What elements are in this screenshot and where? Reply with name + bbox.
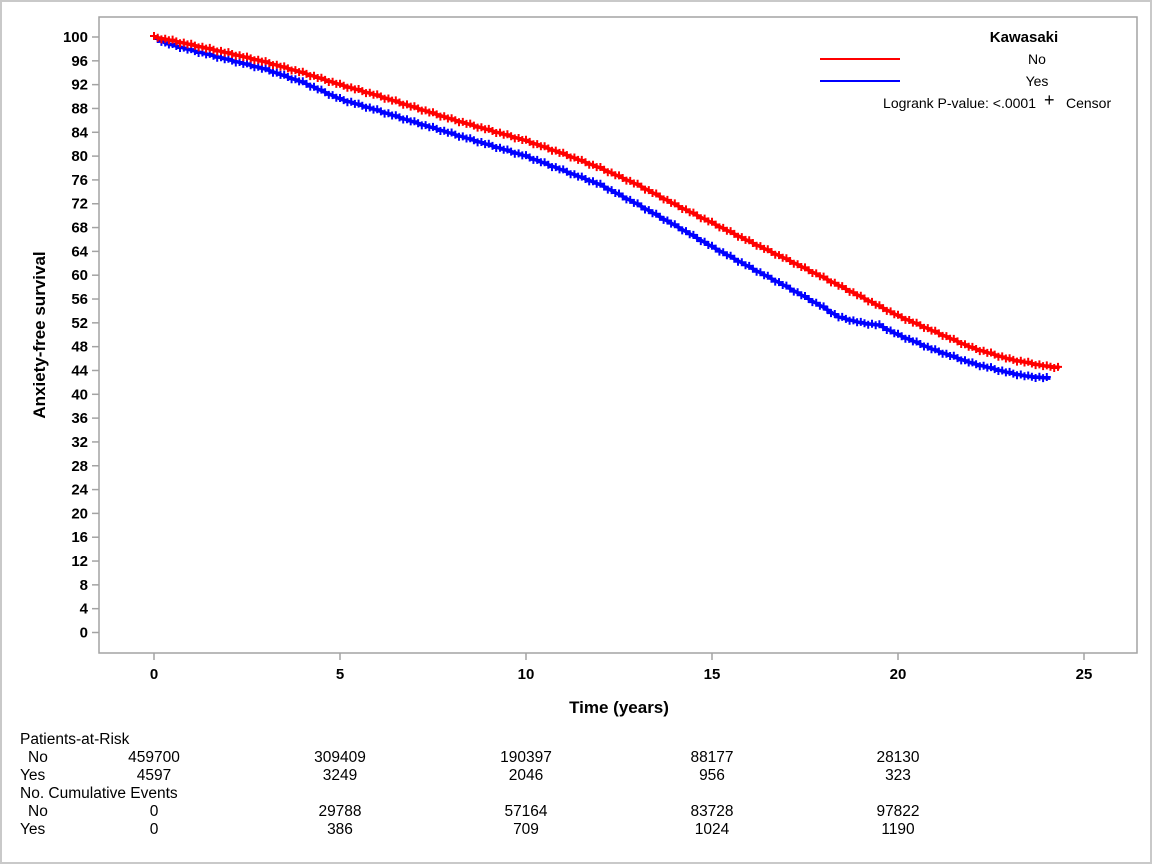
y-tick-label: 0 xyxy=(80,625,88,642)
y-tick-label: 76 xyxy=(71,172,88,189)
y-tick-label: 12 xyxy=(71,553,88,570)
x-tick-label: 5 xyxy=(336,666,344,683)
y-tick-label: 40 xyxy=(71,386,88,403)
risk-value: 0 xyxy=(149,803,159,820)
x-axis-title: Time (years) xyxy=(569,698,669,717)
y-tick-label: 92 xyxy=(71,77,88,94)
risk-value: 459700 xyxy=(128,749,180,766)
risk-value: 0 xyxy=(149,821,159,838)
legend-line-no xyxy=(820,58,900,60)
risk-value: 309409 xyxy=(314,749,366,766)
x-tick-label: 0 xyxy=(150,666,158,683)
y-tick-label: 64 xyxy=(71,243,88,260)
risk-row-label-no: No xyxy=(28,803,48,820)
y-tick-label: 16 xyxy=(71,529,88,546)
risk-section-header: No. Cumulative Events xyxy=(20,785,178,802)
y-tick-label: 72 xyxy=(71,196,88,213)
risk-row-label-no: No xyxy=(28,749,48,766)
risk-value: 190397 xyxy=(500,749,552,766)
risk-row-label-yes: Yes xyxy=(20,821,46,838)
legend-label-no: No xyxy=(1028,51,1046,67)
y-tick-label: 8 xyxy=(80,577,88,594)
patients-at-risk-table: Patients-at-Risk No 459700 309409 190397 8817… xyxy=(2,2,1150,838)
risk-value: 709 xyxy=(513,821,539,838)
y-axis-title: Anxiety-free survival xyxy=(30,251,49,419)
y-tick-label: 88 xyxy=(71,100,88,117)
plot-frame xyxy=(98,16,1138,654)
y-tick-label: 100 xyxy=(63,29,88,46)
y-tick-label: 96 xyxy=(71,53,88,70)
x-tick-label: 15 xyxy=(704,666,721,683)
y-tick-label: 44 xyxy=(71,362,88,379)
risk-value: 323 xyxy=(885,767,911,784)
risk-value: 88177 xyxy=(690,749,734,766)
risk-value: 28130 xyxy=(876,749,920,766)
y-tick-label: 56 xyxy=(71,291,88,308)
risk-row-label-yes: Yes xyxy=(20,767,46,784)
risk-section-header: Patients-at-Risk xyxy=(20,731,130,748)
y-tick-label: 84 xyxy=(71,124,88,141)
y-tick-label: 24 xyxy=(71,482,88,499)
risk-value: 956 xyxy=(699,767,725,784)
legend-label-yes: Yes xyxy=(1025,73,1049,89)
y-tick-label: 68 xyxy=(71,220,88,237)
x-tick-label: 10 xyxy=(518,666,535,683)
y-tick-label: 20 xyxy=(71,505,88,522)
risk-value: 2046 xyxy=(508,767,544,784)
y-tick-label: 4 xyxy=(80,601,89,618)
risk-value: 1190 xyxy=(881,821,915,838)
survival-curve-no xyxy=(153,35,1060,370)
risk-value: 83728 xyxy=(690,803,734,820)
risk-value: 57164 xyxy=(504,803,548,820)
risk-value: 3249 xyxy=(322,767,358,784)
y-tick-label: 32 xyxy=(71,434,88,451)
y-tick-label: 28 xyxy=(71,458,88,475)
y-tick-label: 36 xyxy=(71,410,88,427)
risk-value: 29788 xyxy=(318,803,362,820)
risk-value: 97822 xyxy=(876,803,920,820)
legend-title: Kawasaki xyxy=(989,29,1059,46)
x-tick-label: 25 xyxy=(1076,666,1093,683)
legend-line-yes xyxy=(820,80,900,82)
y-tick-label: 52 xyxy=(71,315,88,332)
y-tick-label: 48 xyxy=(71,339,88,356)
risk-value: 4597 xyxy=(136,767,172,784)
logrank-pvalue-text: Logrank P-value: <.0001 xyxy=(883,95,1036,111)
y-tick-label: 60 xyxy=(71,267,88,284)
y-tick-label: 80 xyxy=(71,148,88,165)
survival-curve-yes xyxy=(153,35,1051,380)
censor-plus-icon: + xyxy=(1044,90,1055,110)
x-tick-label: 20 xyxy=(890,666,907,683)
censor-label: Censor xyxy=(1066,95,1112,111)
risk-value: 1024 xyxy=(694,821,730,838)
risk-value: 386 xyxy=(327,821,353,838)
